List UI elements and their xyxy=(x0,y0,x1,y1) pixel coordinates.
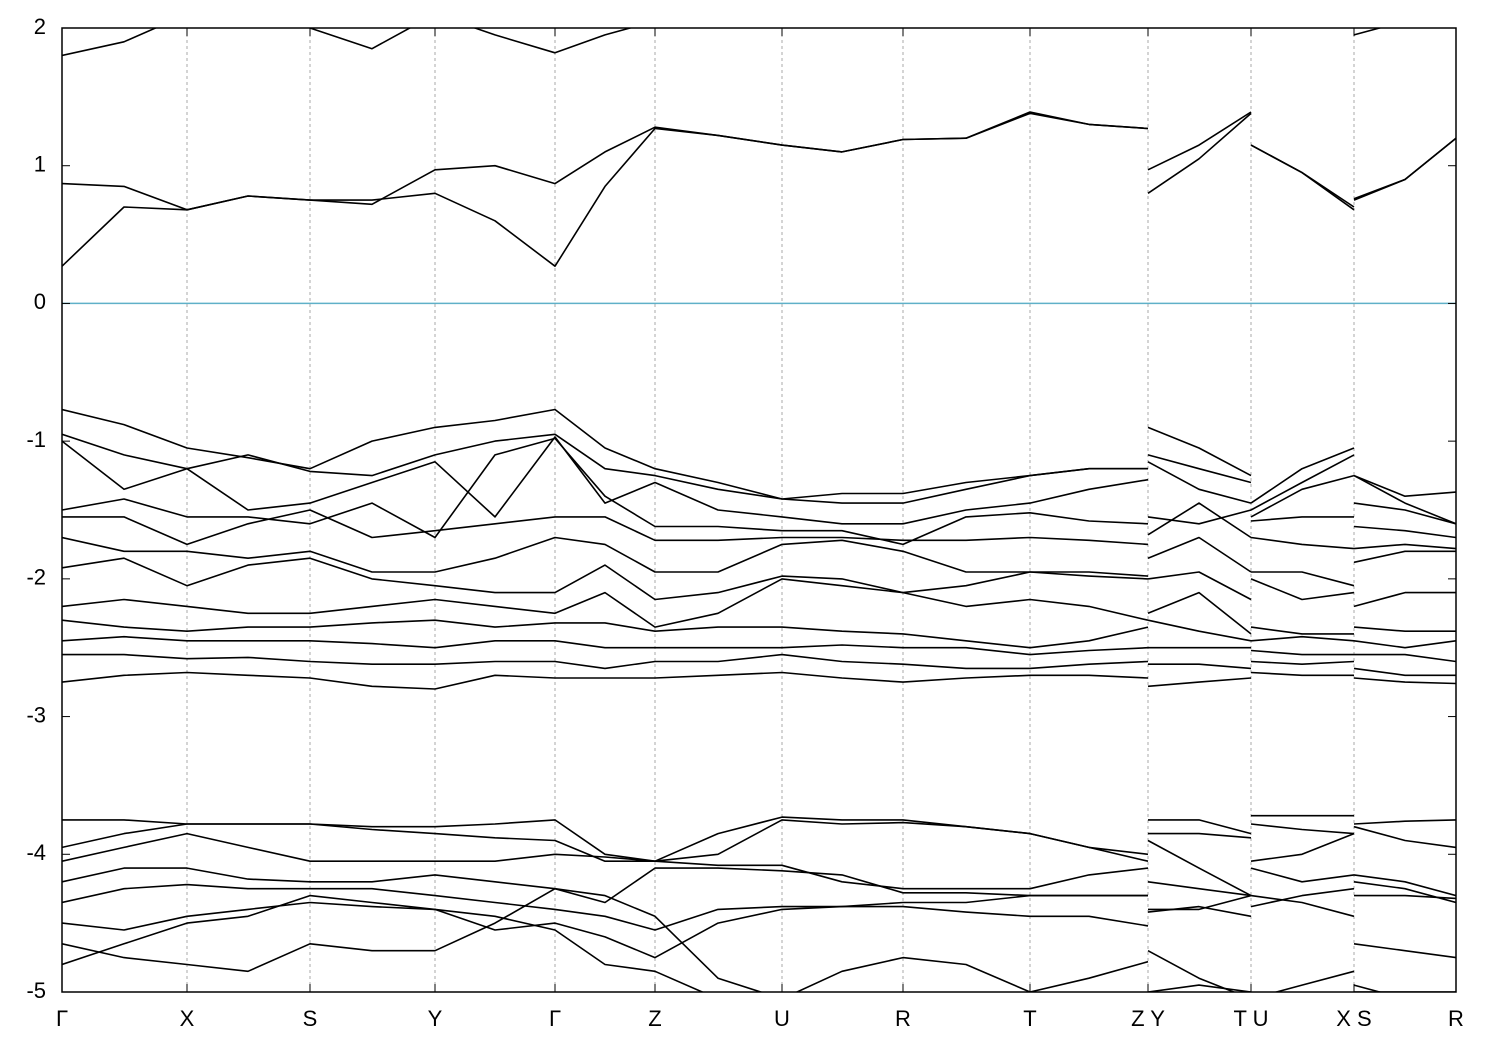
band-line xyxy=(62,571,1456,635)
x-tick-label: Z Y xyxy=(1131,1006,1165,1031)
plot-frame xyxy=(61,27,1457,993)
y-tick-label: -1 xyxy=(26,427,46,452)
x-tick-label: X xyxy=(180,1006,195,1031)
band-line xyxy=(62,814,1456,862)
band-line xyxy=(62,867,1456,904)
x-tick-label: Z xyxy=(648,1006,661,1031)
band-line xyxy=(62,557,1456,621)
axes: -5 -4 -3 -2 -1 0 1 2 Γ X S Y Γ Z U R T Z Y T U X S R xyxy=(26,14,1464,1031)
band-line xyxy=(62,832,1456,897)
y-tick-label: 1 xyxy=(34,152,46,177)
band-line xyxy=(62,894,1456,959)
x-tick-label: T U xyxy=(1233,1006,1268,1031)
band-line xyxy=(62,433,1456,525)
x-tick-label: U xyxy=(774,1006,790,1031)
y-tick-label: 0 xyxy=(34,289,46,314)
band-line xyxy=(62,437,1456,546)
y-tick-label: -3 xyxy=(26,702,46,727)
band-line xyxy=(62,502,1456,550)
band-line xyxy=(62,619,1456,649)
band-line xyxy=(62,112,1456,267)
y-tick-label: 2 xyxy=(34,14,46,39)
band-line xyxy=(62,894,1456,992)
band-line xyxy=(62,28,1383,57)
bands xyxy=(62,28,1456,992)
y-tick-label: -2 xyxy=(26,565,46,590)
band-line xyxy=(62,436,1456,525)
band-line xyxy=(62,111,1456,211)
x-tick-label: T xyxy=(1023,1006,1036,1031)
band-line xyxy=(62,408,1456,504)
y-tick-label: -4 xyxy=(26,840,46,865)
band-line xyxy=(62,887,1456,992)
band-line xyxy=(62,635,1456,663)
y-tick-label: -5 xyxy=(26,978,46,1003)
x-tick-label: R xyxy=(895,1006,911,1031)
x-tick-label: R xyxy=(1448,1006,1464,1031)
x-tick-label: X S xyxy=(1336,1006,1371,1031)
x-tick-label: S xyxy=(303,1006,318,1031)
band-line xyxy=(62,671,1456,690)
grid xyxy=(61,28,1457,992)
x-tick-label: Γ xyxy=(549,1006,561,1031)
x-tick-label: Γ xyxy=(56,1006,68,1031)
band-line xyxy=(62,883,1456,931)
band-line xyxy=(62,819,1456,862)
band-line xyxy=(62,653,1456,677)
x-tick-label: Y xyxy=(428,1006,443,1031)
band-line xyxy=(62,536,1456,587)
